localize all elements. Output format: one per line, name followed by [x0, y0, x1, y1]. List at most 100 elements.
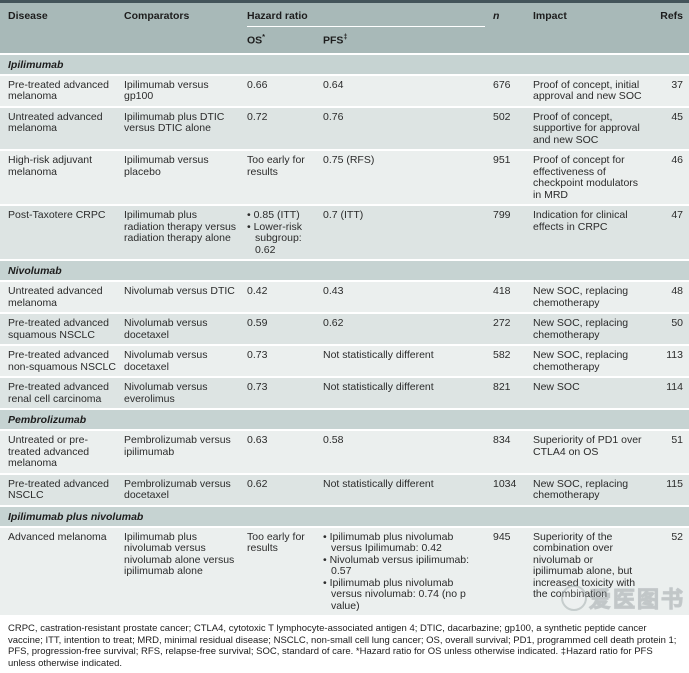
- table-row: Untreated advanced melanoma Ipilimumab p…: [0, 107, 689, 149]
- cell-disease: Pre-treated advanced non-squamous NSCLC: [8, 349, 116, 373]
- cell-refs: 51: [671, 434, 683, 446]
- cell-disease: High-risk adjuvant melanoma: [8, 154, 93, 178]
- cell-refs: 115: [666, 477, 683, 490]
- table-row: Pre-treated advanced renal cell carcinom…: [0, 378, 689, 408]
- cell-disease: Pre-treated advanced melanoma: [8, 78, 109, 102]
- section-header-row: Ipilimumab plus nivolumab: [0, 506, 689, 526]
- section-title: Pembrolizumab: [8, 414, 87, 426]
- cell-hazard-ratio-pfs: Not statistically different: [323, 381, 434, 393]
- section-header-row: Ipilimumab: [0, 54, 689, 74]
- bullet-item: • Lower-risk subgroup: 0.62: [247, 220, 303, 256]
- cell-comparators: Ipilimumab versus gp100: [124, 78, 209, 102]
- cell-refs: 114: [666, 381, 683, 393]
- bullet-item: • Ipilimumab plus nivolumab versus nivol…: [323, 576, 466, 612]
- cell-hazard-ratio-pfs: • Ipilimumab plus nivolumab versus Ipili…: [323, 530, 493, 613]
- cell-hazard-ratio-os: • 0.85 (ITT) • Lower-risk subgroup: 0.62: [247, 209, 323, 256]
- cell-disease: Untreated advanced melanoma: [8, 110, 103, 134]
- table-row: High-risk adjuvant melanoma Ipilimumab v…: [0, 151, 689, 204]
- cell-hazard-ratio-os: 0.62: [247, 477, 268, 490]
- cell-n: 834: [493, 434, 511, 446]
- table-row: Pre-treated advanced NSCLC Pembrolizumab…: [0, 474, 689, 505]
- table-row: Advanced melanoma Ipilimumab plus nivolu…: [0, 527, 689, 615]
- table-row: Pre-treated advanced melanoma Ipilimumab…: [0, 75, 689, 106]
- cell-hazard-ratio-os: 0.66: [247, 78, 268, 91]
- cell-comparators: Pembrolizumab versus docetaxel: [124, 477, 231, 501]
- cell-disease: Pre-treated advanced renal cell carcinom…: [8, 381, 109, 405]
- cell-n: 418: [493, 285, 511, 297]
- cell-disease: Post-Taxotere CRPC: [8, 209, 106, 221]
- cell-disease: Pre-treated advanced NSCLC: [8, 477, 109, 501]
- cell-refs: 45: [671, 110, 683, 123]
- cell-comparators: Ipilimumab plus DTIC versus DTIC alone: [124, 110, 225, 134]
- cell-impact: Proof of concept, initial approval and n…: [533, 78, 642, 102]
- column-header-hazard-ratio: Hazard ratio: [247, 10, 485, 27]
- cell-comparators: Nivolumab versus DTIC: [124, 285, 235, 297]
- cell-hazard-ratio-os: 0.59: [247, 317, 268, 329]
- cell-n: 502: [493, 110, 511, 123]
- column-header-comparators: Comparators: [124, 10, 190, 22]
- cell-disease: Pre-treated advanced squamous NSCLC: [8, 317, 109, 341]
- cell-n: 799: [493, 209, 511, 221]
- cell-hazard-ratio-os: 0.73: [247, 349, 268, 361]
- column-header-os: OS*: [247, 27, 323, 47]
- cell-impact: Indication for clinical effects in CRPC: [533, 209, 628, 233]
- section-title: Ipilimumab: [8, 58, 64, 71]
- cell-hazard-ratio-pfs: Not statistically different: [323, 477, 434, 490]
- cell-refs: 47: [671, 209, 683, 221]
- column-header-pfs: PFS‡: [323, 27, 493, 47]
- cell-disease: Advanced melanoma: [8, 530, 107, 543]
- cell-comparators: Nivolumab versus docetaxel: [124, 349, 208, 373]
- cell-impact: Proof of concept, supportive for approva…: [533, 110, 640, 146]
- table-row: Pre-treated advanced non-squamous NSCLC …: [0, 346, 689, 376]
- cell-hazard-ratio-pfs: 0.58: [323, 434, 344, 446]
- cell-comparators: Ipilimumab plus radiation therapy versus…: [124, 209, 237, 244]
- section-header-row: Pembrolizumab: [0, 410, 689, 429]
- cell-n: 582: [493, 349, 511, 361]
- cell-impact: New SOC: [533, 381, 580, 393]
- section-header-row: Nivolumab: [0, 261, 689, 280]
- cell-hazard-ratio-pfs: 0.43: [323, 285, 344, 297]
- section-title: Nivolumab: [8, 265, 62, 277]
- cell-comparators: Nivolumab versus docetaxel: [124, 317, 208, 341]
- table-row: Pre-treated advanced squamous NSCLC Nivo…: [0, 314, 689, 344]
- column-header-n: n: [493, 10, 500, 22]
- os-label: OS: [247, 34, 263, 47]
- pfs-footnote-marker: ‡: [343, 32, 348, 41]
- cell-impact: Proof of concept for effectiveness of ch…: [533, 154, 639, 201]
- cell-hazard-ratio-os: Too early for results: [247, 154, 305, 178]
- cell-comparators: Ipilimumab plus nivolumab versus nivolum…: [124, 530, 235, 577]
- cell-refs: 46: [671, 154, 683, 166]
- cell-hazard-ratio-pfs: 0.64: [323, 78, 344, 91]
- table-row: Untreated advanced melanoma Nivolumab ve…: [0, 282, 689, 312]
- cell-n: 1034: [493, 477, 517, 490]
- table-top-border: [0, 0, 689, 3]
- cell-hazard-ratio-pfs: 0.7 (ITT): [323, 209, 364, 221]
- cell-refs: 37: [671, 78, 683, 91]
- cell-n: 945: [493, 530, 511, 543]
- cell-hazard-ratio-os: 0.42: [247, 285, 268, 297]
- cell-impact: New SOC, replacing chemotherapy: [533, 285, 629, 309]
- table-body: Ipilimumab Pre-treated advanced melanoma…: [0, 54, 689, 615]
- cell-disease: Untreated advanced melanoma: [8, 285, 103, 309]
- cell-impact: Superiority of the combination over nivo…: [533, 530, 636, 600]
- section-title: Ipilimumab plus nivolumab: [8, 510, 144, 523]
- pfs-label: PFS: [323, 34, 344, 47]
- cell-impact: New SOC, replacing chemotherapy: [533, 349, 629, 373]
- cell-hazard-ratio-os: Too early for results: [247, 530, 305, 554]
- cell-refs: 48: [671, 285, 683, 297]
- cell-n: 272: [493, 317, 511, 329]
- cell-n: 676: [493, 78, 511, 91]
- cell-impact: New SOC, replacing chemotherapy: [533, 317, 629, 341]
- bullet-item: • Ipilimumab plus nivolumab versus Ipili…: [323, 530, 454, 554]
- column-header-impact: Impact: [533, 10, 567, 22]
- bullet-item: • Nivolumab versus ipilimumab: 0.57: [323, 553, 470, 577]
- cell-hazard-ratio-os: 0.63: [247, 434, 268, 446]
- cell-refs: 52: [671, 530, 683, 543]
- bullet-item: • 0.85 (ITT): [247, 209, 300, 221]
- cell-n: 821: [493, 381, 511, 393]
- cell-hazard-ratio-pfs: 0.76: [323, 110, 344, 123]
- column-header-refs: Refs: [660, 10, 683, 22]
- cell-comparators: Ipilimumab versus placebo: [124, 154, 209, 178]
- column-header-disease: Disease: [8, 10, 48, 22]
